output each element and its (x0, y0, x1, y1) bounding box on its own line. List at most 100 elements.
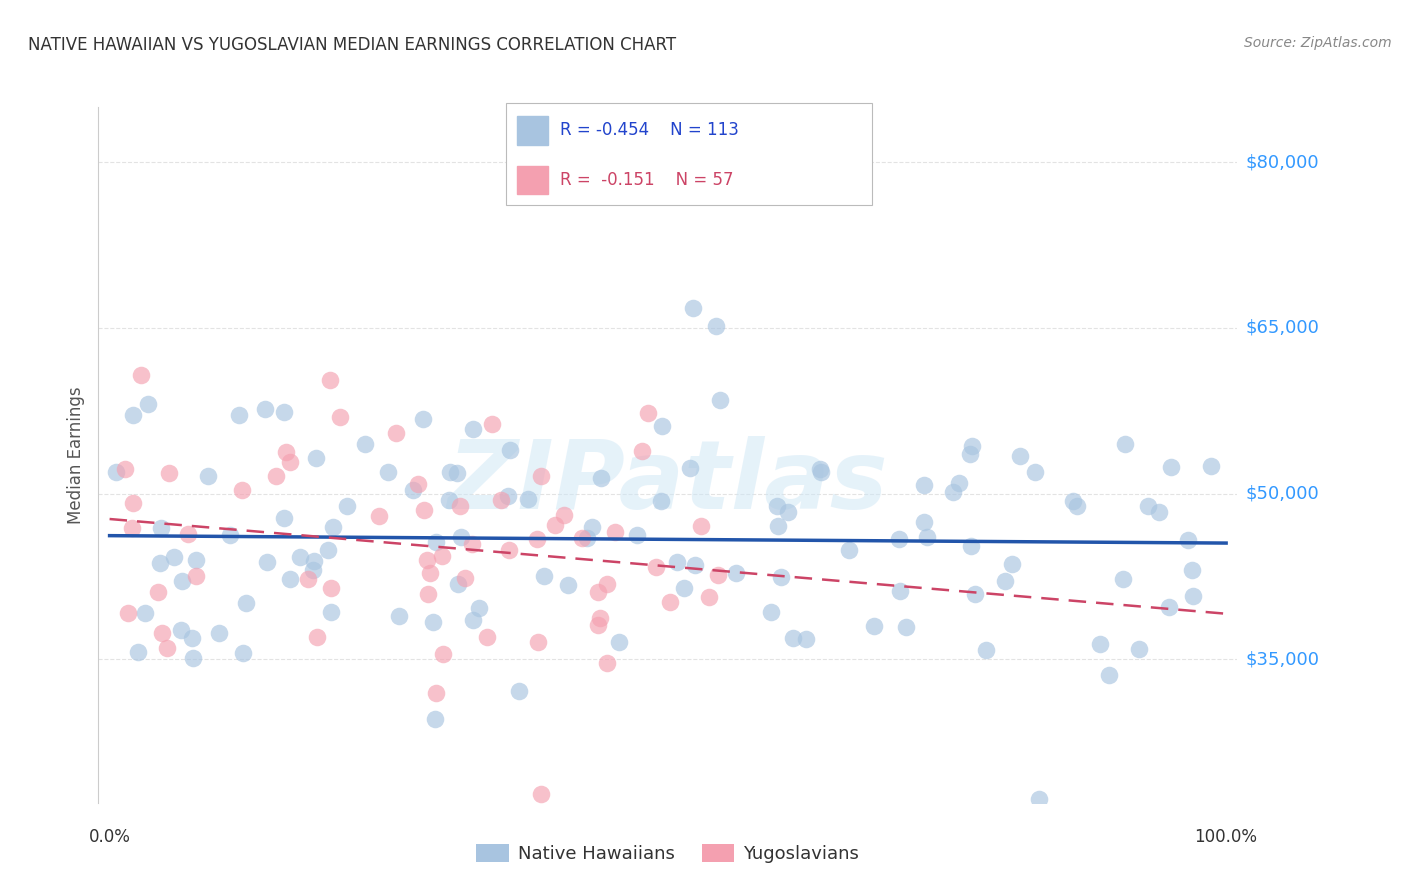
Point (1088, 637, 1111, 651)
Point (589, 471, 612, 485)
Point (136, 397, 159, 411)
Point (231, 483, 253, 497)
Point (650, 494, 672, 508)
Point (430, 549, 453, 563)
Point (439, 493, 461, 508)
Point (297, 572, 319, 586)
Point (1028, 792, 1050, 806)
Point (319, 373, 342, 387)
Point (1181, 590, 1204, 604)
Point (461, 613, 484, 627)
Point (450, 530, 472, 544)
Point (273, 511, 295, 525)
Point (288, 550, 311, 565)
Point (163, 549, 186, 564)
Point (838, 542, 860, 557)
Point (1136, 499, 1159, 513)
Point (127, 645, 149, 659)
Point (278, 573, 301, 587)
Point (446, 466, 468, 480)
Point (659, 595, 682, 609)
Point (354, 437, 377, 451)
Point (461, 422, 484, 436)
Point (769, 569, 792, 583)
Point (1181, 563, 1204, 577)
Point (131, 368, 153, 383)
Point (862, 619, 884, 633)
Point (307, 630, 329, 644)
Point (666, 555, 689, 569)
Point (425, 686, 447, 700)
Point (416, 587, 439, 601)
Point (461, 537, 484, 551)
Point (264, 469, 287, 483)
Point (235, 596, 257, 610)
Point (1177, 533, 1199, 548)
Point (134, 607, 156, 621)
Point (415, 552, 437, 566)
Point (887, 532, 910, 546)
Point (401, 483, 423, 497)
Point (586, 585, 609, 599)
Point (963, 587, 986, 601)
Point (1201, 458, 1223, 473)
Point (305, 450, 328, 465)
Point (603, 525, 626, 540)
Point (406, 477, 429, 491)
Point (146, 584, 169, 599)
Point (685, 558, 707, 573)
Point (278, 455, 301, 469)
Point (304, 553, 326, 567)
Point (181, 650, 204, 665)
Point (377, 466, 399, 480)
Point (589, 611, 612, 625)
Point (150, 521, 173, 535)
Point (1098, 668, 1121, 682)
Point (595, 657, 617, 671)
Point (228, 408, 250, 422)
Point (682, 301, 704, 315)
Point (499, 442, 522, 457)
Point (274, 445, 297, 459)
Point (149, 556, 172, 570)
Point (672, 581, 695, 595)
Point (1160, 460, 1182, 475)
Point (412, 503, 434, 517)
Point (172, 574, 194, 588)
Point (184, 568, 207, 582)
Point (596, 577, 619, 591)
Point (117, 606, 139, 620)
Point (645, 560, 668, 574)
Point (318, 542, 340, 557)
Point (454, 571, 477, 585)
Point (912, 477, 935, 491)
Text: $50,000: $50,000 (1246, 484, 1319, 502)
Point (256, 555, 278, 569)
Text: $80,000: $80,000 (1246, 153, 1319, 171)
Point (423, 712, 446, 726)
Point (959, 447, 981, 461)
Point (709, 393, 731, 408)
Point (808, 462, 831, 476)
Point (544, 517, 567, 532)
Point (321, 606, 343, 620)
Point (571, 531, 593, 545)
Point (942, 485, 965, 500)
Point (1001, 557, 1024, 571)
Text: R = -0.454    N = 113: R = -0.454 N = 113 (560, 121, 738, 139)
Point (319, 581, 342, 595)
Point (631, 444, 654, 458)
Point (557, 578, 579, 592)
Point (468, 601, 491, 615)
Point (496, 489, 519, 503)
Point (637, 406, 659, 420)
Point (894, 620, 917, 634)
Point (197, 468, 219, 483)
Point (412, 411, 434, 425)
Point (553, 508, 575, 523)
Point (794, 632, 817, 647)
Point (1128, 642, 1150, 657)
Point (1157, 599, 1180, 614)
Point (104, 465, 127, 479)
Point (439, 466, 461, 480)
